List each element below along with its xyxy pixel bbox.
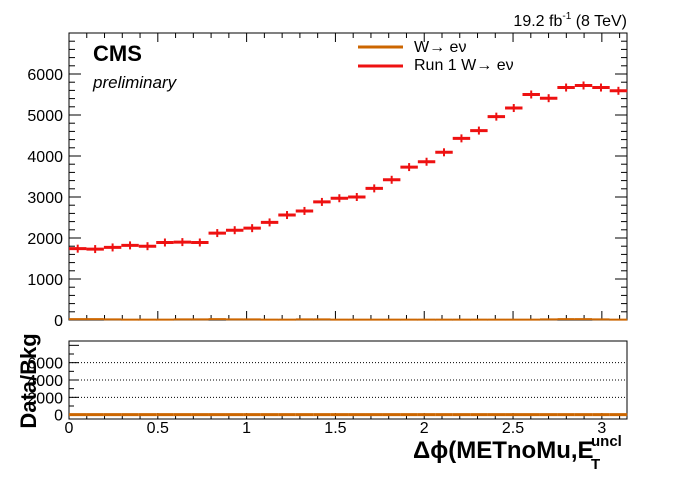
data-point — [470, 126, 488, 135]
data-point — [452, 134, 471, 143]
data-point — [365, 184, 383, 193]
data-point — [574, 81, 593, 90]
data-point — [505, 104, 523, 113]
data-point — [539, 94, 558, 103]
cms-label: CMS — [93, 41, 142, 66]
data-point — [243, 224, 261, 233]
preliminary-label: preliminary — [92, 73, 178, 92]
main-y-tick-label: 6000 — [27, 67, 63, 84]
main-y-tick-label: 3000 — [27, 190, 63, 207]
data-point — [173, 238, 192, 247]
main-y-tick-label: 5000 — [27, 108, 63, 125]
luminosity-label: 19.2 fb-1 (8 TeV) — [513, 11, 627, 30]
data-point — [69, 244, 87, 253]
data-point — [295, 206, 314, 215]
data-point — [138, 242, 157, 251]
x-tick-label: 3 — [597, 420, 606, 437]
data-point — [348, 193, 366, 201]
x-axis-title-sup: uncl — [591, 433, 622, 450]
data-point — [609, 86, 628, 95]
data-point — [103, 243, 122, 252]
data-point — [260, 218, 279, 227]
main-y-tick-label: 0 — [54, 313, 63, 330]
data-point — [557, 83, 575, 92]
main-y-tick-label: 2000 — [27, 231, 63, 248]
ratio-y-tick-label: 4000 — [27, 373, 63, 390]
x-tick-label: 2.5 — [502, 420, 524, 437]
x-tick-label: 0 — [65, 420, 74, 437]
main-data-marks — [69, 81, 628, 321]
data-point — [330, 194, 349, 203]
ratio-y-tick-label: 2000 — [27, 390, 63, 407]
ratio-y-axis-title: Data/Bkg — [16, 333, 41, 428]
data-point — [592, 83, 610, 92]
x-tick-label: 1 — [242, 420, 251, 437]
data-point — [417, 157, 436, 166]
x-axis-title: Δϕ(METnoMu,E — [413, 437, 594, 464]
data-point — [156, 238, 174, 247]
data-point — [121, 241, 139, 250]
data-point — [225, 226, 244, 235]
legend-mc-label: W→ eν — [414, 39, 466, 56]
x-tick-label: 1.5 — [324, 420, 346, 437]
main-axes: 0 1000 2000 3000 4000 5000 6000 — [27, 32, 627, 330]
data-point — [208, 229, 226, 238]
data-point — [191, 238, 209, 247]
data-point — [400, 163, 418, 172]
x-tick-label: 0.5 — [147, 420, 169, 437]
ratio-y-tick-label: 6000 — [27, 356, 63, 373]
main-y-tick-label: 4000 — [27, 149, 63, 166]
data-point — [487, 112, 506, 121]
ratio-y-tick-label: 0 — [54, 408, 63, 425]
legend-data-label: Run 1 W→ eν — [414, 57, 514, 74]
data-point — [278, 211, 296, 220]
data-point — [435, 148, 453, 157]
x-tick-label: 2 — [420, 420, 429, 437]
data-point — [86, 245, 104, 254]
data-point — [382, 175, 401, 184]
main-y-tick-label: 1000 — [27, 272, 63, 289]
data-point — [313, 197, 331, 206]
data-point — [522, 90, 540, 99]
x-axis-title-sub: T — [591, 456, 600, 472]
